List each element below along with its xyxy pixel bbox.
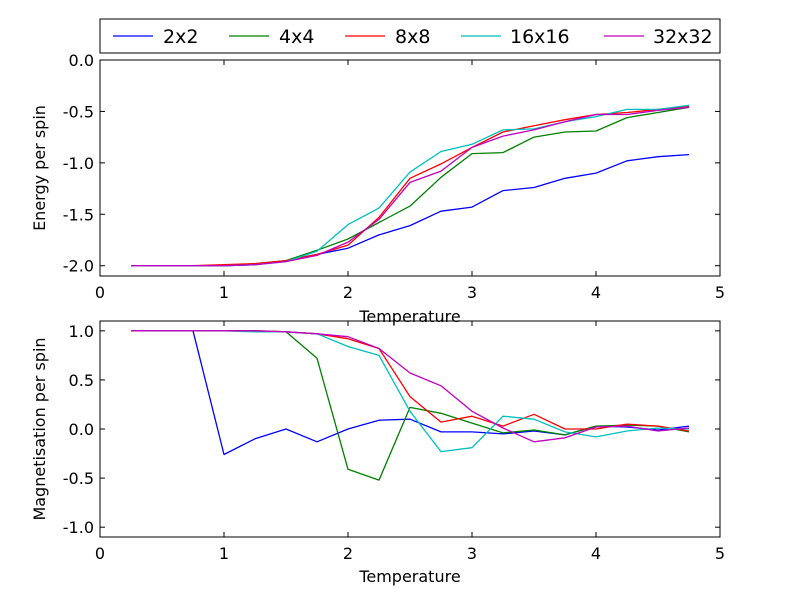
energy-xtick-label-4: 4 [591,283,601,302]
magnetisation-ytick-label-3: -0.5 [63,469,94,488]
legend-label-2: 8x8 [395,26,430,48]
energy-series-layer [131,104,690,267]
legend-entry-1: 4x4 [229,26,314,48]
magnetisation-ytick-label-0: 1.0 [69,322,94,341]
legend-label-3: 16x16 [510,26,570,48]
legend-entry-2: 8x8 [345,26,430,48]
energy-x-axis-label: Temperature [358,307,460,326]
energy-plot: 0 1 2 3 4 5 0.0 -0.5 -1.0 -1.5 -2.0 Temperature En… [30,51,725,326]
energy-xtick-label-0: 0 [95,283,105,302]
legend-entry-0: 2x2 [113,26,198,48]
magnetisation-xtick-label-0: 0 [95,544,105,563]
magnetisation-xtick-label-3: 3 [467,544,477,563]
magnetisation-series-layer [131,330,690,481]
magnetisation-x-axis-label: Temperature [358,567,460,586]
magnetisation-xtick-label-4: 4 [591,544,601,563]
magnetisation-ytick-label-2: 0.0 [69,420,94,439]
energy-y-axis-label: Energy per spin [30,105,49,231]
energy-xtick-label-2: 2 [343,283,353,302]
legend-label-1: 4x4 [279,26,314,48]
energy-ytick-label-2: -1.0 [63,154,94,173]
legend-entry-4: 32x32 [604,26,713,48]
magnetisation-ticks: 0 1 2 3 4 5 1.0 0.5 0.0 -0.5 -1.0 [63,321,725,563]
energy-xtick-label-3: 3 [467,283,477,302]
energy-ytick-label-0: 0.0 [69,51,94,70]
magnetisation-y-axis-label: Magnetisation per spin [30,337,49,520]
legend-label-4: 32x32 [653,26,713,48]
energy-series-32x32 [131,106,690,267]
magnetisation-plot-frame [99,320,721,538]
magnetisation-xtick-label-5: 5 [715,544,725,563]
energy-xtick-label-5: 5 [715,283,725,302]
energy-ytick-label-4: -2.0 [63,257,94,276]
legend-entry-3: 16x16 [461,26,570,48]
energy-ytick-label-3: -1.5 [63,205,94,224]
magnetisation-ytick-label-1: 0.5 [69,371,94,390]
magnetisation-series-32x32 [131,330,690,443]
energy-xtick-label-1: 1 [219,283,229,302]
energy-ytick-label-1: -0.5 [63,102,94,121]
magnetisation-plot: 0 1 2 3 4 5 1.0 0.5 0.0 -0.5 -1.0 Temperature Magn… [30,320,725,586]
magnetisation-xtick-label-1: 1 [219,544,229,563]
magnetisation-xtick-label-2: 2 [343,544,353,563]
energy-plot-frame [99,59,721,277]
legend-label-0: 2x2 [163,26,198,48]
magnetisation-ytick-label-4: -1.0 [63,518,94,537]
legend: 2x2 4x4 8x8 16x16 32x32 [99,18,721,54]
